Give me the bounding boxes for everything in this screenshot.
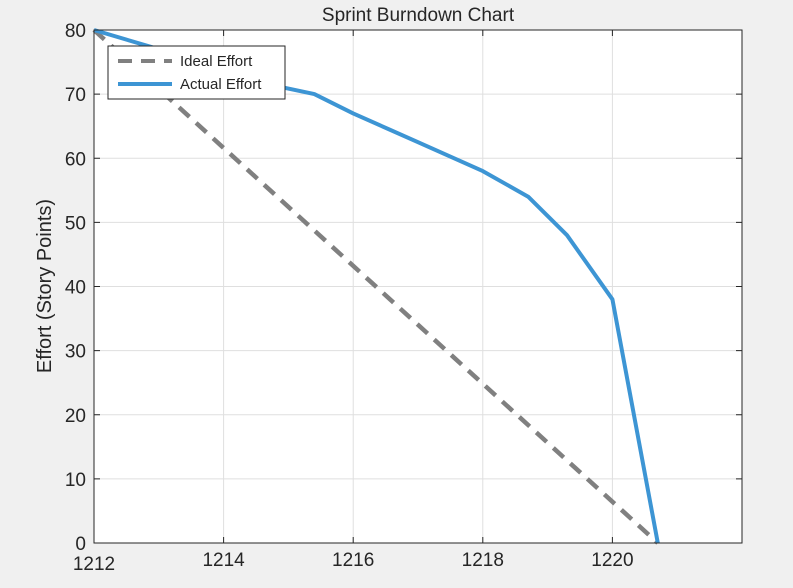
x-tick-label: 1220 [591, 550, 633, 571]
y-tick-label: 30 [65, 342, 86, 363]
y-tick-label: 70 [65, 85, 86, 106]
legend-label: Actual Effort [180, 76, 262, 93]
y-tick-label: 10 [65, 470, 86, 491]
axis-ticks: 0 10 20 30 40 50 60 70 80 1212 1214 1216 1218 1220 [65, 21, 742, 575]
y-tick-label: 20 [65, 406, 86, 427]
x-tick-label: 1214 [202, 550, 245, 571]
legend: Ideal Effort Actual Effort [107, 45, 286, 100]
y-tick-label: 50 [65, 213, 86, 234]
legend-label: Ideal Effort [180, 53, 253, 70]
x-tick-label: 1212 [73, 554, 115, 575]
y-axis-label: Effort (Story Points) [34, 199, 56, 373]
y-tick-label: 60 [65, 149, 86, 170]
series-line-ideal-effort [92, 28, 660, 545]
legend-box [107, 45, 286, 100]
y-tick-label: 80 [65, 21, 86, 42]
y-tick-label: 40 [65, 278, 86, 299]
x-tick-label: 1216 [332, 550, 374, 571]
chart-title: Sprint Burndown Chart [322, 5, 515, 26]
x-tick-label: 1218 [462, 550, 504, 571]
y-tick-label: 0 [75, 534, 86, 555]
